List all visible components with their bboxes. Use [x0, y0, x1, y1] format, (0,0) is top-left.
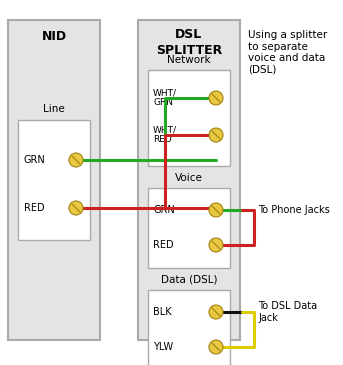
Bar [148, 188, 230, 268]
Circle shape [209, 128, 223, 142]
Text: Using a splitter
to separate
voice and data
(DSL): Using a splitter to separate voice and d… [248, 30, 327, 75]
Text: WHT/
GRN: WHT/ GRN [153, 89, 177, 107]
Circle shape [69, 153, 83, 167]
Bar [8, 20, 100, 340]
Text: BLK: BLK [153, 307, 172, 317]
Text: GRN: GRN [24, 155, 46, 165]
Text: To Phone Jacks: To Phone Jacks [258, 205, 330, 215]
Circle shape [209, 203, 223, 217]
Text: WHT/
RED: WHT/ RED [153, 126, 177, 144]
Text: Data (DSL): Data (DSL) [161, 275, 217, 285]
Text: Voice: Voice [175, 173, 203, 183]
Bar [148, 290, 230, 365]
Bar [18, 120, 90, 240]
Text: GRN: GRN [153, 205, 175, 215]
Text: DSL
SPLITTER: DSL SPLITTER [156, 27, 222, 57]
Text: Network: Network [167, 55, 211, 65]
Circle shape [209, 305, 223, 319]
Text: NID: NID [42, 30, 67, 42]
Bar [148, 70, 230, 166]
Bar [138, 20, 240, 340]
Text: To DSL Data
Jack: To DSL Data Jack [258, 301, 317, 323]
Text: RED: RED [24, 203, 45, 213]
Text: YLW: YLW [153, 342, 173, 352]
Circle shape [69, 201, 83, 215]
Circle shape [209, 91, 223, 105]
Text: RED: RED [153, 240, 174, 250]
Text: Line: Line [43, 104, 65, 114]
Circle shape [209, 238, 223, 252]
Circle shape [209, 340, 223, 354]
